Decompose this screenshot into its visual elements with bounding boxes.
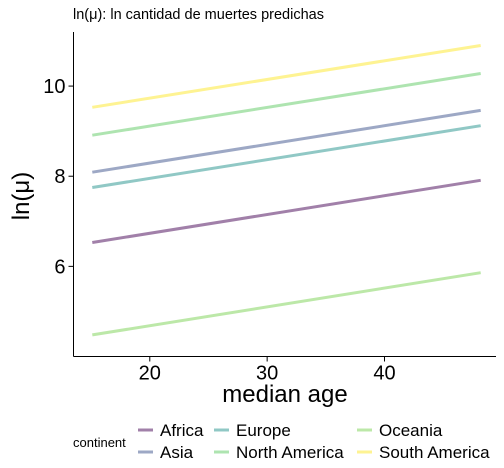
legend-label-asia: Asia (160, 443, 194, 462)
y-axis-title: ln(μ) (8, 172, 35, 221)
legend-items: Africa Asia Europe North America Oceania Sout… (138, 421, 490, 462)
x-tick-label: 30 (256, 363, 278, 385)
legend-title: continent (73, 435, 126, 450)
x-ticks: 20 30 40 (139, 356, 396, 385)
y-ticks: 6 8 10 (43, 76, 74, 278)
series-line-north-america (92, 72, 481, 137)
legend: continent Africa Asia Europe North America O… (73, 421, 490, 462)
series-line-asia (92, 108, 481, 174)
series-line-africa (92, 178, 481, 244)
x-tick-label: 40 (373, 363, 395, 385)
x-tick-label: 20 (139, 363, 161, 385)
legend-label-oceania: Oceania (379, 421, 443, 440)
series-layer (92, 44, 481, 337)
chart-title: ln(μ): ln cantidad de muertes predichas (73, 7, 324, 23)
legend-label-africa: Africa (160, 421, 204, 440)
y-tick-label: 10 (43, 76, 65, 98)
legend-label-north-america: North America (236, 443, 344, 462)
y-tick-label: 6 (54, 256, 65, 278)
y-tick-label: 8 (54, 166, 65, 188)
x-axis-title: median age (222, 381, 347, 408)
series-line-oceania (92, 271, 481, 337)
legend-label-south-america: South America (379, 443, 490, 462)
legend-label-europe: Europe (236, 421, 291, 440)
series-line-europe (92, 124, 481, 189)
series-line-south-america (92, 44, 481, 109)
